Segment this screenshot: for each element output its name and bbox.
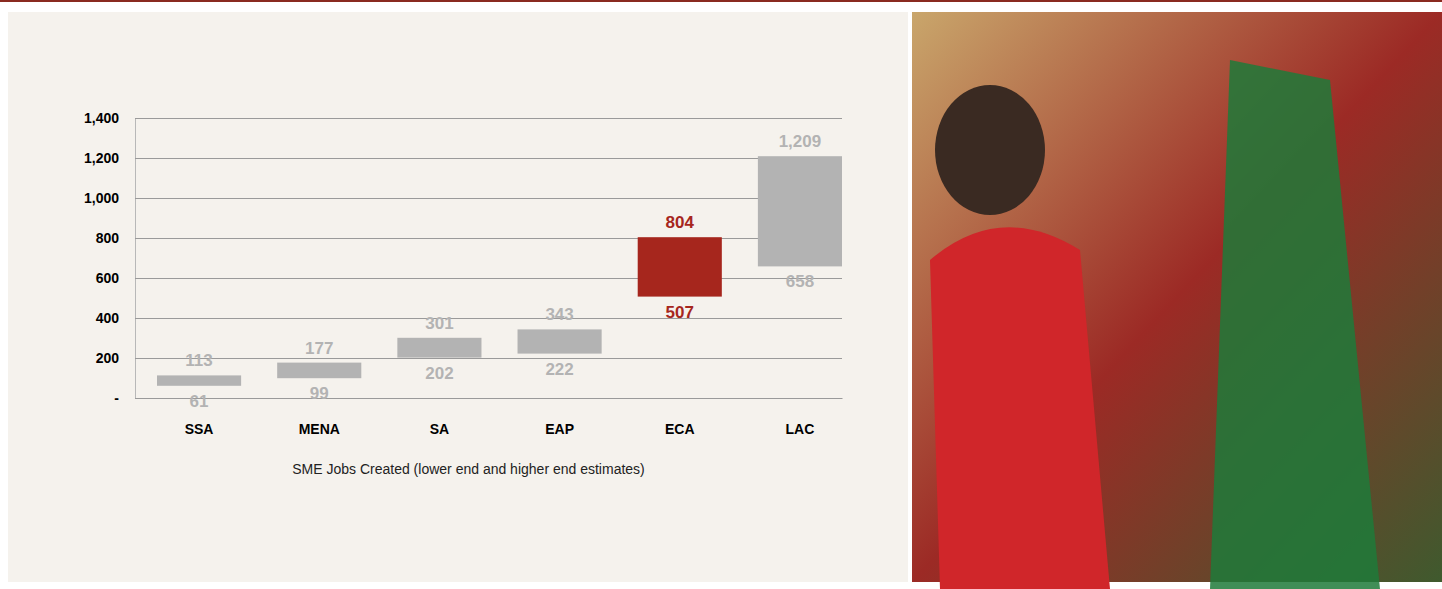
range-bar [758,156,842,266]
y-tick-label: 400 [96,310,120,326]
x-tick-label: LAC [786,421,815,437]
range-bar [157,375,241,385]
low-label: 507 [666,303,694,322]
x-tick: MENA [299,398,340,437]
bars [157,156,842,386]
chart-background [8,12,908,582]
y-tick-label: 1,200 [84,150,119,166]
x-axis-line [158,398,843,399]
y-axis: - 200 400 600 800 1,000 1,200 1,400 [84,110,842,406]
y-tick: 1,000 [84,190,842,206]
y-tick-label: 1,400 [84,110,119,126]
high-label: 113 [185,351,212,370]
top-rule [0,0,1442,2]
low-label: 658 [786,272,814,291]
low-label: 222 [545,360,573,379]
chart-title: SME Jobs Created (lower end and higher e… [292,461,645,477]
y-tick: 800 [96,230,842,246]
photo-shape [930,227,1110,589]
range-bar [638,237,722,296]
high-label: 804 [666,213,695,232]
data-labels: 113 177 301 343 804 1,209 61 99 202 222 507 658 [185,132,821,411]
y-tick-label: 1,000 [84,190,119,206]
y-tick-label: 200 [96,350,120,366]
chart-canvas: - 200 400 600 800 1,000 1,200 1,400 SSA MENA SA EAP… [0,0,1442,589]
grid-line [135,358,842,359]
range-bar [277,363,361,379]
x-tick: SA [430,398,449,437]
high-label: 343 [545,305,573,324]
low-label: 61 [190,392,209,411]
y-tick: - [114,390,842,406]
grid-line [135,118,842,119]
grid-line [135,198,842,199]
grid-line [135,158,842,159]
y-tick: 400 [96,310,842,326]
photo-shape [1210,60,1380,589]
y-axis-line [135,119,136,399]
x-tick: EAP [545,398,574,437]
x-axis: SSA MENA SA EAP ECA LAC [158,398,843,437]
photo-shape [935,85,1045,215]
low-label: 99 [310,384,329,403]
photo-placeholder [912,12,1442,589]
grid-line [135,238,842,239]
y-tick: 600 [96,270,842,286]
grid-line [135,278,842,279]
x-tick-label: MENA [299,421,340,437]
high-label: 177 [305,339,333,358]
x-tick-label: SA [430,421,449,437]
y-tick-label: - [114,390,119,406]
x-tick: LAC [786,398,815,437]
y-tick-label: 600 [96,270,120,286]
low-label: 202 [425,364,453,383]
x-tick-label: ECA [665,421,695,437]
x-tick-label: SSA [185,421,214,437]
high-label: 1,209 [779,132,822,151]
y-tick: 1,200 [84,150,842,166]
y-tick: 1,400 [84,110,842,126]
x-tick-label: EAP [545,421,574,437]
range-bar [518,329,602,353]
high-label: 301 [425,314,453,333]
x-tick: ECA [665,398,695,437]
range-bar [397,338,481,358]
grid-line [135,398,842,399]
y-tick-label: 800 [96,230,120,246]
grid-line [135,318,842,319]
